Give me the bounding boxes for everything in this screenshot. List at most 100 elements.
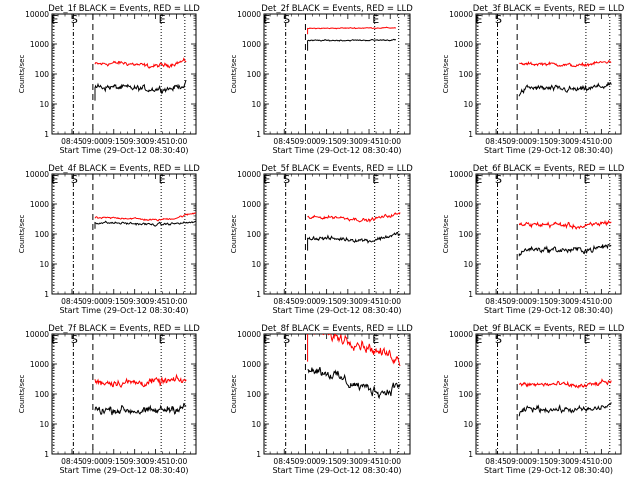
- y-tick-label: 10000: [25, 170, 49, 179]
- x-tick-label: 10:00: [379, 297, 401, 306]
- y-axis-label: Counts/sec: [18, 55, 26, 94]
- x-tick-label: 09:00: [82, 297, 104, 306]
- y-tick-label: 1: [256, 290, 261, 299]
- x-axis-label: Start Time (29-Oct-12 08:30:40): [272, 146, 401, 155]
- x-tick-label: 10:00: [591, 457, 613, 466]
- panel-det-3: Det_3f BLACK = Events, RED = LLD 1 10 100 10…: [442, 4, 625, 155]
- x-tick-label: 08:45: [273, 457, 295, 466]
- y-tick-label: 10000: [449, 170, 473, 179]
- panel-det-8: Det_8f BLACK = Events, RED = LLD 1 10 100 10…: [230, 324, 413, 475]
- x-tick-label: 10:00: [379, 457, 401, 466]
- x-tick-label: 09:45: [358, 297, 380, 306]
- x-axis-label: Start Time (29-Oct-12 08:30:40): [59, 306, 188, 315]
- y-tick-label: 10000: [25, 330, 49, 339]
- panel-title: Det_8f BLACK = Events, RED = LLD: [261, 324, 413, 334]
- x-tick-label: 09:30: [124, 457, 146, 466]
- panel-title: Det_2f BLACK = Events, RED = LLD: [261, 4, 413, 14]
- x-tick-label: 10:00: [591, 297, 613, 306]
- x-tick-label: 08:45: [61, 137, 83, 146]
- x-tick-label: 09:30: [124, 297, 146, 306]
- y-tick-label: 100: [459, 390, 474, 399]
- x-tick-label: 08:45: [485, 457, 507, 466]
- panel-title: Det_4f BLACK = Events, RED = LLD: [48, 164, 200, 174]
- panel-det-7: Det_7f BLACK = Events, RED = LLD 1 10 100 10…: [18, 324, 200, 475]
- y-tick-label: 1000: [30, 200, 49, 209]
- x-tick-label: 09:15: [316, 137, 338, 146]
- event-marker-label: S: [495, 173, 502, 186]
- x-axis-label: Start Time (29-Oct-12 08:30:40): [272, 306, 401, 315]
- x-tick-label: 09:00: [295, 297, 317, 306]
- x-tick-label: 09:15: [103, 297, 125, 306]
- x-tick-label: 09:00: [506, 297, 528, 306]
- x-tick-label: 09:45: [569, 297, 591, 306]
- event-marker-label: E: [51, 173, 58, 186]
- x-tick-label: 09:00: [295, 457, 317, 466]
- y-tick-label: 10: [39, 260, 49, 269]
- events-series-line: [307, 38, 397, 51]
- event-marker-label: E: [583, 13, 590, 26]
- event-marker-label: S: [495, 13, 502, 26]
- events-series-line: [518, 402, 612, 417]
- panel-det-5: Det_5f BLACK = Events, RED = LLD 1 10 100 10…: [230, 164, 413, 315]
- x-axis-label: Start Time (29-Oct-12 08:30:40): [484, 146, 613, 155]
- x-tick-label: 08:45: [273, 137, 295, 146]
- event-marker-label: E: [475, 173, 482, 186]
- panel-title: Det_9f BLACK = Events, RED = LLD: [473, 324, 625, 334]
- y-tick-label: 1: [256, 450, 261, 459]
- y-axis-label: Counts/sec: [230, 215, 238, 254]
- y-tick-label: 10: [463, 260, 473, 269]
- y-axis-label: Counts/sec: [18, 215, 26, 254]
- y-tick-label: 10: [251, 260, 261, 269]
- panel-det-6: Det_6f BLACK = Events, RED = LLD 1 10 100 10…: [442, 164, 625, 315]
- y-tick-label: 10: [463, 100, 473, 109]
- event-marker-label: S: [71, 13, 78, 26]
- y-tick-label: 1: [44, 450, 49, 459]
- events-series-line: [307, 231, 401, 251]
- x-tick-label: 09:45: [145, 297, 167, 306]
- lld-series-line: [518, 219, 612, 230]
- panel-det-2: Det_2f BLACK = Events, RED = LLD 1 10 100 10…: [230, 4, 413, 155]
- y-axis-label: Counts/sec: [442, 55, 450, 94]
- x-tick-label: 09:15: [527, 137, 549, 146]
- event-marker-label: E: [583, 333, 590, 346]
- y-tick-label: 100: [247, 70, 262, 79]
- event-marker-label: E: [159, 173, 166, 186]
- panel-title: Det_3f BLACK = Events, RED = LLD: [473, 4, 625, 14]
- lld-series-line: [94, 373, 187, 388]
- x-tick-label: 10:00: [166, 137, 188, 146]
- y-tick-label: 10000: [449, 10, 473, 19]
- x-tick-label: 09:45: [569, 457, 591, 466]
- event-marker-label: E: [372, 13, 379, 26]
- event-marker-label: E: [159, 13, 166, 26]
- x-axis-label: Start Time (29-Oct-12 08:30:40): [484, 466, 613, 475]
- y-tick-label: 1000: [454, 200, 473, 209]
- y-tick-label: 10: [251, 420, 261, 429]
- y-tick-label: 10: [39, 420, 49, 429]
- x-tick-label: 10:00: [591, 137, 613, 146]
- x-tick-label: 08:45: [61, 297, 83, 306]
- y-tick-label: 10000: [449, 330, 473, 339]
- y-axis-label: Counts/sec: [442, 215, 450, 254]
- x-tick-label: 09:15: [316, 297, 338, 306]
- event-marker-label: E: [159, 333, 166, 346]
- x-tick-label: 08:45: [485, 137, 507, 146]
- y-tick-label: 100: [459, 230, 474, 239]
- y-tick-label: 10000: [237, 10, 261, 19]
- events-series-line: [94, 402, 187, 416]
- event-marker-label: S: [283, 173, 290, 186]
- event-marker-label: S: [71, 173, 78, 186]
- x-tick-label: 09:00: [82, 457, 104, 466]
- y-tick-label: 100: [35, 70, 50, 79]
- x-tick-label: 09:15: [527, 297, 549, 306]
- y-tick-label: 100: [35, 230, 50, 239]
- x-tick-label: 08:45: [273, 297, 295, 306]
- event-marker-label: E: [263, 13, 270, 26]
- x-tick-label: 09:45: [145, 457, 167, 466]
- y-axis-label: Counts/sec: [230, 55, 238, 94]
- y-axis-label: Counts/sec: [442, 375, 450, 414]
- y-tick-label: 1000: [242, 200, 261, 209]
- y-tick-label: 1000: [242, 40, 261, 49]
- y-tick-label: 1: [44, 130, 49, 139]
- x-axis-label: Start Time (29-Oct-12 08:30:40): [484, 306, 613, 315]
